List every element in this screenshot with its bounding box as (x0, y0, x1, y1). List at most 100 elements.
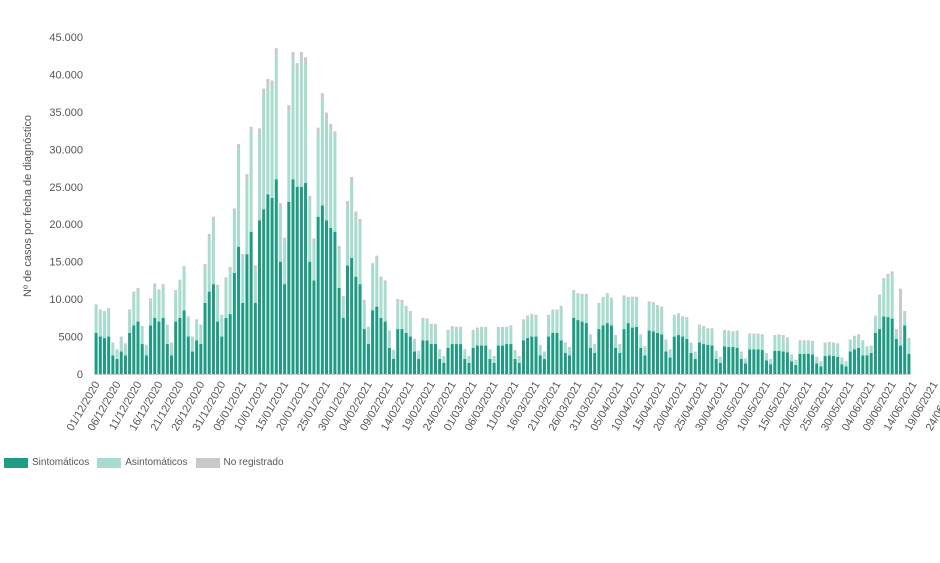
bar-segment-no-registrado (371, 263, 375, 267)
bar-segment-no-registrado (869, 345, 873, 348)
bar-segment-asintomaticos (899, 341, 903, 346)
bar-segment-no-registrado (873, 315, 877, 318)
bar-segment-sintomaticos (521, 340, 525, 374)
bar-segment-sintomaticos (710, 345, 714, 374)
bar-segment-sintomaticos (530, 336, 534, 374)
bar-segment-no-registrado (878, 294, 882, 297)
bar-segment-sintomaticos (806, 353, 810, 374)
bar-segment-asintomaticos (232, 212, 236, 273)
bar-segment-asintomaticos (785, 339, 789, 353)
bar-segment-asintomaticos (387, 332, 391, 348)
bar-segment-sintomaticos (182, 310, 186, 374)
bar-segment-sintomaticos (559, 340, 563, 374)
bar-segment-sintomaticos (869, 353, 873, 374)
bar-segment-no-registrado (844, 361, 848, 363)
bar-segment-no-registrado (253, 265, 257, 270)
bar-segment-sintomaticos (890, 318, 894, 374)
bar-segment-no-registrado (576, 293, 580, 296)
bar-segment-sintomaticos (731, 347, 735, 374)
bar-segment-asintomaticos (308, 201, 312, 262)
bar-segment-asintomaticos (295, 70, 299, 187)
bar-segment-no-registrado (823, 342, 827, 345)
bar-segment-sintomaticos (232, 272, 236, 374)
bar-segment-asintomaticos (840, 359, 844, 365)
bar-segment-sintomaticos (396, 329, 400, 374)
bar-segment-sintomaticos (345, 265, 349, 374)
bar-segment-sintomaticos (831, 356, 835, 374)
bar-segment-asintomaticos (756, 335, 760, 350)
bar-segment-no-registrado (316, 127, 320, 135)
bar-segment-asintomaticos (890, 275, 894, 319)
y-tick-label: 10.000 (49, 294, 83, 306)
bar-segment-no-registrado (94, 304, 98, 307)
bar-segment-sintomaticos (702, 344, 706, 374)
bar-segment-no-registrado (861, 340, 865, 343)
bar-segment-asintomaticos (605, 295, 609, 324)
bar-segment-sintomaticos (689, 353, 693, 374)
legend-swatch-sintomaticos (4, 457, 28, 468)
bar-segment-asintomaticos (534, 317, 538, 337)
bar-segment-sintomaticos (207, 291, 211, 374)
bar-segment-no-registrado (115, 349, 119, 351)
bar-segment-sintomaticos (739, 359, 743, 374)
bar-segment-no-registrado (366, 326, 370, 330)
bar-segment-asintomaticos (538, 346, 542, 356)
bar-segment-no-registrado (287, 105, 291, 112)
bar-segment-sintomaticos (580, 321, 584, 374)
bar-segment-sintomaticos (379, 317, 383, 374)
bar-segment-no-registrado (387, 330, 391, 333)
bar-segment-no-registrado (249, 126, 253, 133)
bar-segment-sintomaticos (551, 332, 555, 374)
bar-segment-sintomaticos (488, 359, 492, 374)
x-axis: 01/12/202006/12/202011/12/202016/12/2020… (65, 380, 940, 434)
bar-segment-no-registrado (907, 338, 911, 341)
bar-segment-asintomaticos (413, 340, 417, 352)
bar-segment-no-registrado (333, 131, 337, 139)
bar-segment-sintomaticos (718, 362, 722, 374)
y-tick-label: 25.000 (49, 182, 83, 194)
bar-segment-no-registrado (320, 93, 324, 101)
bar-segment-sintomaticos (115, 359, 119, 374)
bar-segment-asintomaticos (354, 216, 358, 277)
bar-segment-sintomaticos (794, 365, 798, 374)
bar-segment-sintomaticos (144, 355, 148, 374)
legend-item-no-registrado[interactable]: No registrado (195, 457, 284, 468)
bar-segment-no-registrado (408, 311, 412, 315)
bar-segment-sintomaticos (98, 336, 102, 374)
bar-segment-no-registrado (886, 273, 890, 278)
bar-segment-no-registrado (702, 326, 706, 329)
bar-segment-sintomaticos (237, 246, 241, 374)
bar-segment-asintomaticos (505, 329, 509, 345)
bar-segment-no-registrado (433, 323, 437, 327)
bar-segment-no-registrado (865, 346, 869, 348)
bar-segment-sintomaticos (861, 355, 865, 374)
legend-item-sintomaticos[interactable]: Sintomáticos (4, 457, 89, 468)
bar-segment-no-registrado (542, 351, 546, 354)
bar-segment-asintomaticos (216, 287, 220, 322)
bar-segment-sintomaticos (630, 327, 634, 374)
bar-segment-asintomaticos (438, 350, 442, 360)
bar-segment-no-registrado (672, 314, 676, 318)
bar-segment-asintomaticos (165, 326, 169, 345)
bar-segment-sintomaticos (903, 325, 907, 374)
bar-segment-asintomaticos (379, 280, 383, 318)
bar-segment-sintomaticos (647, 330, 651, 374)
bar-segment-asintomaticos (245, 179, 249, 255)
bar-segment-no-registrado (404, 305, 408, 309)
bar-segment-no-registrado (245, 174, 249, 180)
bar-segment-no-registrado (806, 340, 810, 343)
bar-segment-no-registrado (459, 326, 463, 330)
bar-segment-asintomaticos (517, 357, 521, 363)
y-tick-label: 45.000 (49, 32, 83, 44)
bar-segment-no-registrado (438, 349, 442, 351)
bar-segment-asintomaticos (417, 352, 421, 360)
legend-item-asintomaticos[interactable]: Asintomáticos (97, 457, 188, 468)
bar-segment-asintomaticos (107, 310, 111, 337)
bar-segment-no-registrado (165, 324, 169, 327)
bar-segment-asintomaticos (383, 284, 387, 322)
bar-segment-asintomaticos (618, 345, 622, 354)
bar-segment-no-registrado (890, 271, 894, 276)
bar-segment-no-registrado (429, 323, 433, 327)
bar-segment-no-registrado (480, 326, 484, 330)
bar-segment-sintomaticos (907, 353, 911, 374)
